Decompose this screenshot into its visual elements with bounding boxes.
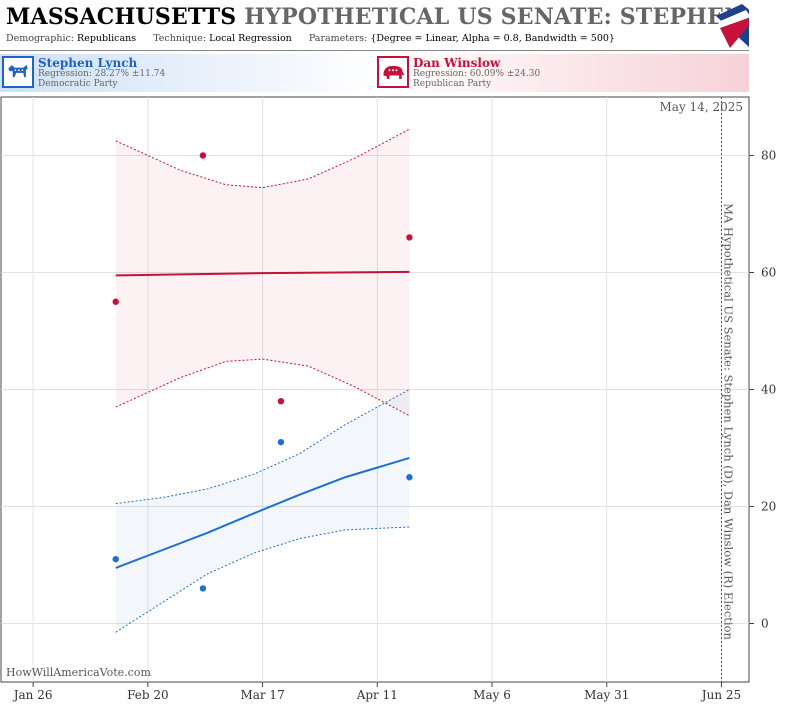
demographic-label: Demographic: (6, 33, 75, 44)
confidence-band-lynch (115, 389, 410, 633)
technique-value: Local Regression (209, 33, 292, 44)
donkey-icon (2, 56, 34, 88)
x-tick-label: May 6 (473, 688, 511, 702)
chart-header: MASSACHUSETTS HYPOTHETICAL US SENATE: ST… (0, 0, 749, 51)
y-tick-label: 20 (761, 500, 776, 514)
data-point-lynch (277, 438, 285, 446)
upper-bound-winslow (115, 128, 410, 189)
page-title: MASSACHUSETTS HYPOTHETICAL US SENATE: ST… (6, 4, 749, 30)
parameters-label: Parameters: (308, 33, 368, 44)
title-rest: HYPOTHETICAL US SENATE: STEPHEN LYNCH (244, 4, 749, 30)
parameters-line: Demographic: Republicans Technique: Loca… (6, 33, 629, 44)
lower-bound-winslow (115, 358, 410, 417)
data-point-winslow (199, 152, 207, 159)
y-tick-label: 40 (761, 383, 776, 397)
demographic-value: Republicans (77, 33, 137, 44)
x-tick-label: May 31 (584, 688, 629, 702)
candidate-card-rep: Dan Winslow Regression: 60.09% ±24.30 Re… (375, 54, 749, 92)
x-tick-label: Jun 25 (700, 688, 741, 702)
x-tick-label: Mar 17 (240, 688, 284, 702)
parameters-value: {Degree = Linear, Alpha = 0.8, Bandwidth… (370, 33, 615, 44)
candidate-regression-dem: Regression: 28.27% ±11.74 (38, 69, 166, 79)
lower-bound-lynch (115, 526, 410, 633)
technique-label: Technique: (153, 33, 207, 44)
x-tick-label: Feb 20 (127, 688, 169, 702)
upper-bound-lynch (115, 389, 410, 505)
flag-logo-icon (716, 4, 749, 48)
data-point-winslow (277, 398, 285, 405)
candidate-party-dem: Democratic Party (38, 79, 118, 89)
y-tick-label: 80 (761, 149, 776, 163)
data-point-winslow (406, 234, 413, 241)
data-point-lynch (199, 585, 207, 592)
candidate-name-dem: Stephen Lynch (38, 56, 138, 70)
y-tick-label: 60 (761, 266, 776, 280)
regression-line-winslow (115, 270, 410, 277)
candidate-name-rep: Dan Winslow (413, 56, 501, 70)
date-label: May 14, 2025 (660, 100, 743, 114)
candidate-regression-rep: Regression: 60.09% ±24.30 (413, 69, 541, 79)
regression-line-lynch (115, 456, 410, 569)
x-tick-label: Apr 11 (356, 688, 398, 702)
candidate-card-dem: Stephen Lynch Regression: 28.27% ±11.74 … (0, 54, 380, 92)
title-state: MASSACHUSETTS (6, 4, 237, 30)
elephant-icon (377, 56, 409, 88)
regression-chart: Jan 26 Feb 20 Mar 17 Apr 11 May 6 May 31 Jun 2… (0, 96, 776, 702)
y-tick-label: 0 (761, 617, 769, 631)
data-point-winslow (112, 298, 119, 305)
candidate-party-rep: Republican Party (413, 79, 492, 89)
x-tick-label: Jan 26 (12, 688, 53, 702)
data-point-lynch (112, 555, 119, 563)
data-point-lynch (406, 474, 413, 481)
side-label: MA Hypothetical US Senate: Stephen Lynch… (721, 203, 735, 640)
watermark: HowWillAmericaVote.com (6, 666, 151, 679)
